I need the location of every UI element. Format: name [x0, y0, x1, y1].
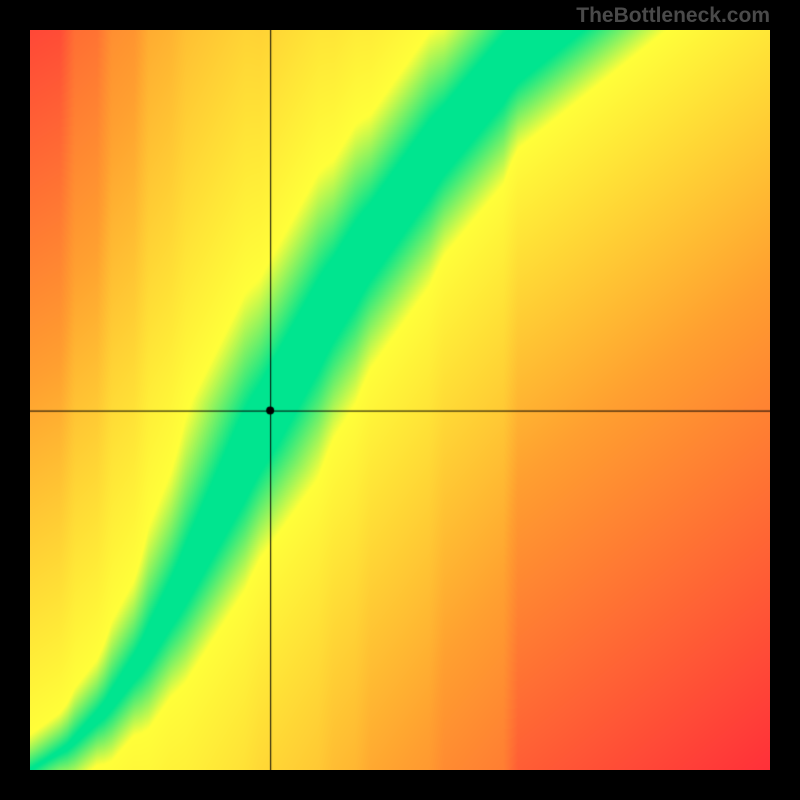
heatmap-canvas [30, 30, 770, 770]
bottleneck-heatmap [30, 30, 770, 770]
watermark-text: TheBottleneck.com [576, 4, 770, 28]
